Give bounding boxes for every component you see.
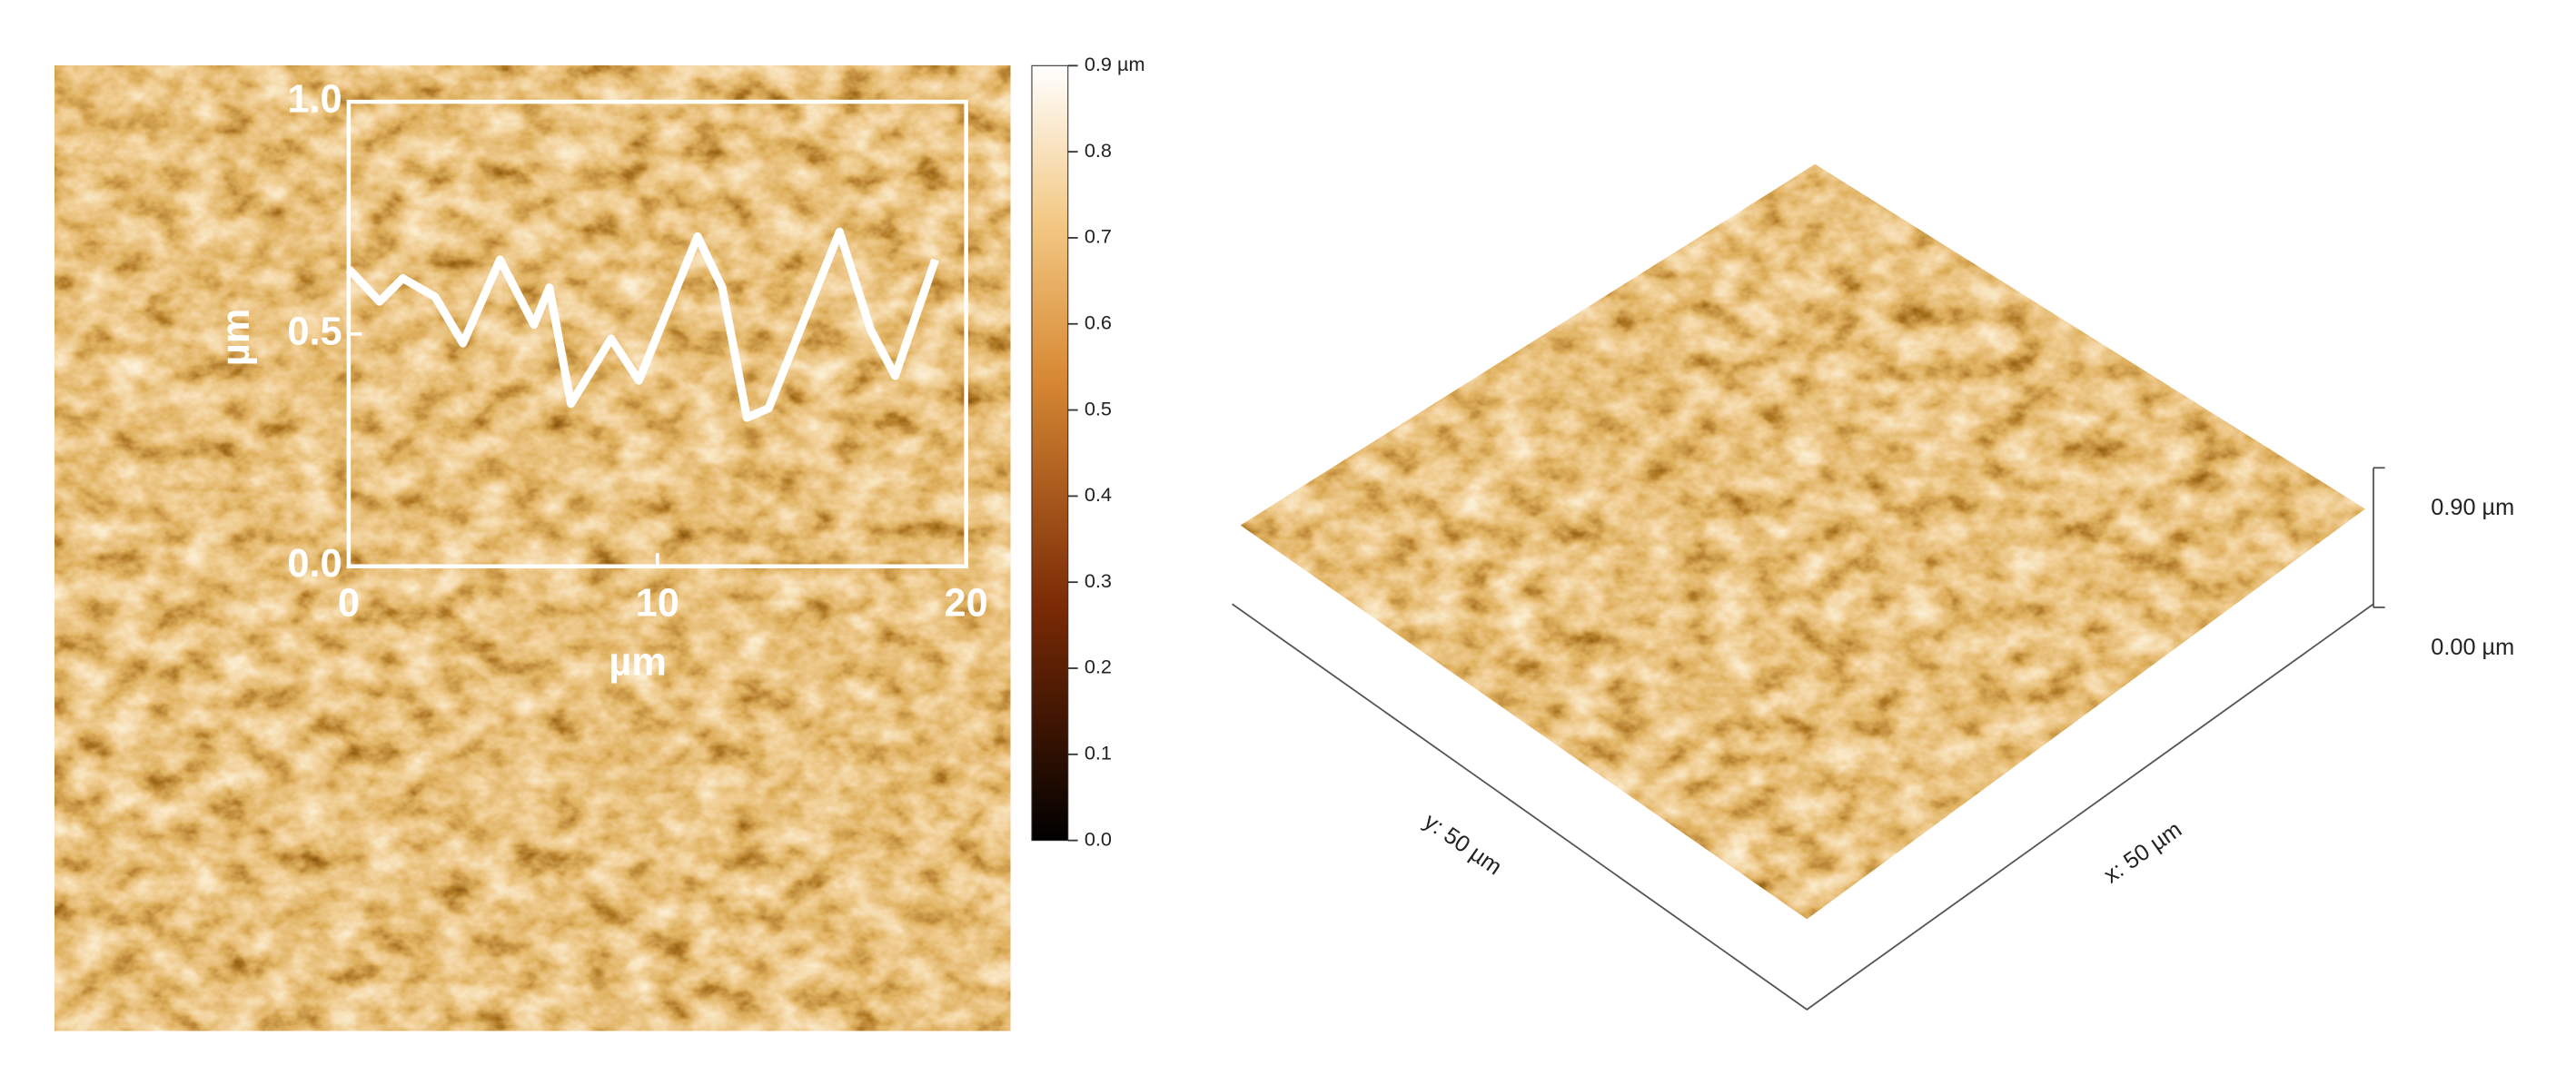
colorbar-tick-label: 0.5: [1085, 397, 1112, 419]
afm-image: [54, 65, 1011, 1031]
x-tick-label: 0: [338, 582, 360, 626]
colorbar: [1031, 64, 1069, 842]
colorbar-tick-label: 0.1: [1085, 742, 1112, 764]
colorbar-tick-label: 0.8: [1085, 139, 1112, 162]
y-tick-label: 1.0: [287, 78, 342, 122]
x-tick-label: 10: [636, 582, 679, 626]
profile-line: [345, 227, 939, 422]
z-top-label: 0.90 µm: [2431, 495, 2514, 520]
base-axes: [1232, 603, 2374, 1011]
surface-3d: [1240, 163, 2365, 920]
colorbar-tick-label: 0.9 µm: [1085, 53, 1145, 75]
colorbar-tick-label: 0.3: [1085, 569, 1112, 592]
x-axis-label: µm: [609, 641, 667, 685]
x-tick-label: 20: [945, 582, 988, 626]
colorbar-tick-label: 0.2: [1085, 656, 1112, 678]
y-axis-label: µm: [214, 309, 258, 367]
colorbar-tick-label: 0.4: [1085, 483, 1112, 506]
surface: 0.90 µm 0.00 µm y: 50 µm x: 50 µm: [1232, 163, 2514, 1011]
y-tick-label: 0.0: [287, 542, 342, 586]
colorbar-tick-label: 0.0: [1085, 827, 1112, 850]
colorbar-tick-label: 0.6: [1085, 311, 1112, 333]
y-tick-label: 0.5: [287, 310, 342, 353]
x-axis-label: x: 50 µm: [2099, 817, 2186, 889]
z-bottom-label: 0.00 µm: [2431, 635, 2514, 660]
colorbar-tick-label: 0.7: [1085, 225, 1112, 248]
y-axis-label: y: 50 µm: [1419, 809, 1506, 881]
